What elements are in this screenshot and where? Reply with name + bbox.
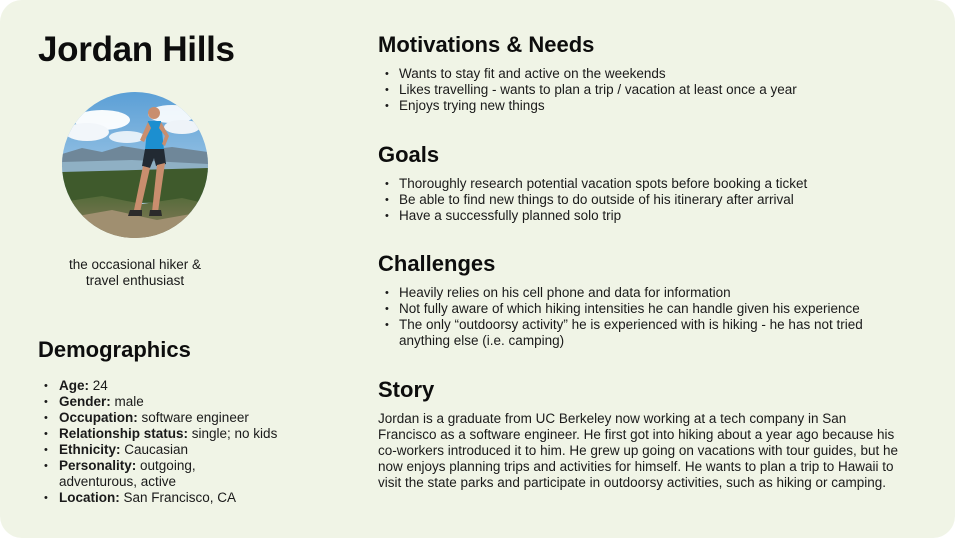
- story-section: Story Jordan is a graduate from UC Berke…: [378, 377, 918, 491]
- motivations-heading: Motivations & Needs: [378, 32, 595, 57]
- list-item: Thoroughly research potential vacation s…: [382, 176, 918, 192]
- goals-list: Thoroughly research potential vacation s…: [382, 176, 918, 224]
- challenges-section: Challenges Heavily relies on his cell ph…: [378, 251, 918, 349]
- challenges-list: Heavily relies on his cell phone and dat…: [382, 285, 892, 349]
- demographic-label: Occupation:: [59, 410, 138, 425]
- tagline-line-2: travel enthusiast: [85, 273, 185, 288]
- list-item: Wants to stay fit and active on the week…: [382, 66, 918, 82]
- demographic-value: San Francisco, CA: [119, 490, 237, 505]
- demographic-label: Age:: [59, 378, 89, 393]
- demographic-value: male: [110, 394, 144, 409]
- persona-photo: [62, 92, 208, 238]
- hiker-photo-icon: [62, 92, 208, 238]
- list-item: Heavily relies on his cell phone and dat…: [382, 285, 892, 301]
- demographic-value: software engineer: [137, 410, 249, 425]
- list-item: Enjoys trying new things: [382, 98, 918, 114]
- demographic-label: Gender:: [59, 394, 111, 409]
- demographic-item-ethnicity: Ethnicity: Caucasian: [42, 442, 342, 458]
- persona-tagline: the occasional hiker & travel enthusiast: [50, 257, 220, 289]
- list-item: Be able to find new things to do outside…: [382, 192, 918, 208]
- demographic-item-occupation: Occupation: software engineer: [42, 410, 342, 426]
- goals-heading: Goals: [378, 142, 440, 167]
- list-item: Likes travelling - wants to plan a trip …: [382, 82, 918, 98]
- list-item: Not fully aware of which hiking intensit…: [382, 301, 892, 317]
- demographic-label: Ethnicity:: [59, 442, 121, 457]
- persona-name: Jordan Hills: [38, 30, 235, 69]
- demographic-value: 24: [89, 378, 108, 393]
- challenges-heading: Challenges: [378, 251, 496, 276]
- motivations-list: Wants to stay fit and active on the week…: [382, 66, 918, 114]
- demographic-item-relationship: Relationship status: single; no kids: [42, 426, 342, 442]
- list-item: Have a successfully planned solo trip: [382, 208, 918, 224]
- story-heading: Story: [378, 377, 435, 402]
- demographic-label: Relationship status:: [59, 426, 189, 441]
- demographics-heading: Demographics: [38, 337, 191, 362]
- demographic-label: Location:: [59, 490, 120, 505]
- demographic-item-location: Location: San Francisco, CA: [42, 490, 342, 506]
- demographic-item-personality: Personality: outgoing, adventurous, acti…: [42, 458, 212, 490]
- demographic-value: outgoing, adventurous, active: [59, 458, 196, 489]
- demographic-value: Caucasian: [120, 442, 189, 457]
- motivations-section: Motivations & Needs Wants to stay fit an…: [378, 32, 918, 114]
- demographics-list: Age: 24 Gender: male Occupation: softwar…: [42, 378, 342, 506]
- demographic-item-gender: Gender: male: [42, 394, 342, 410]
- list-item: The only “outdoorsy activity” he is expe…: [382, 317, 892, 349]
- goals-section: Goals Thoroughly research potential vaca…: [378, 142, 918, 224]
- tagline-line-1: the occasional hiker &: [68, 257, 202, 272]
- demographic-label: Personality:: [59, 458, 137, 473]
- demographic-item-age: Age: 24: [42, 378, 342, 394]
- demographic-value: single; no kids: [188, 426, 278, 441]
- story-text: Jordan is a graduate from UC Berkeley no…: [378, 411, 899, 490]
